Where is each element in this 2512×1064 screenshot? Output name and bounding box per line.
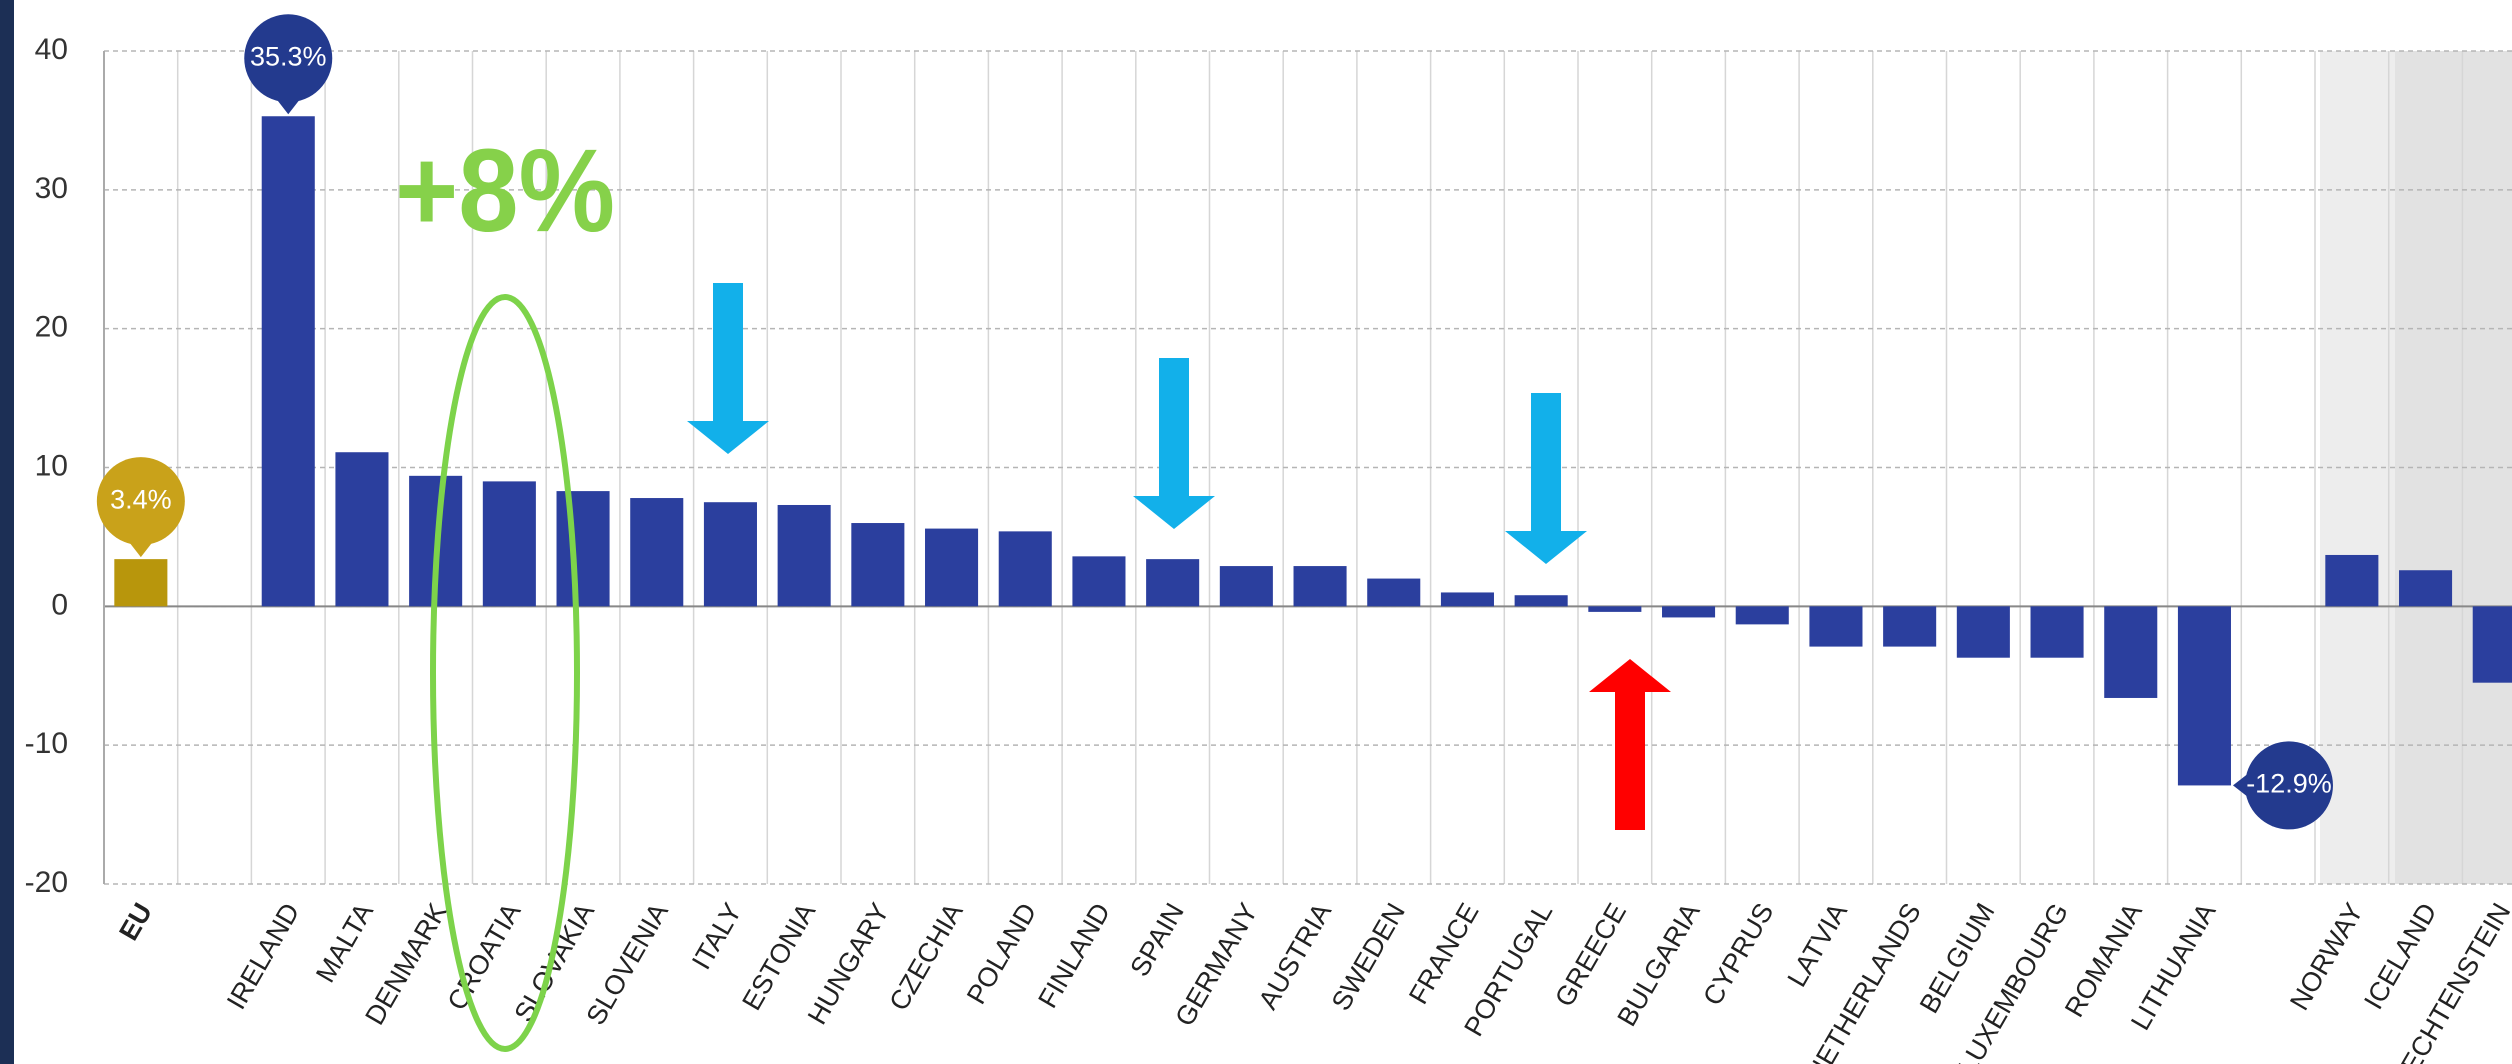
x-tick-label: LATVIA: [1782, 898, 1854, 992]
grid: [103, 50, 2512, 885]
bar: [630, 498, 684, 607]
x-tick-label: CROATIA: [442, 898, 527, 1015]
bar: [1956, 606, 2010, 658]
callout-bubble: [96, 457, 185, 546]
bar: [114, 559, 168, 607]
bar: [1440, 592, 1494, 607]
bar: [2325, 554, 2379, 607]
y-tick-label: 30: [35, 172, 68, 205]
x-tick-label: BELGIUM: [1914, 898, 2001, 1018]
highlight-ellipse: [430, 294, 580, 1052]
bar: [1072, 556, 1126, 607]
bar: [2104, 606, 2158, 698]
down-arrow: [687, 283, 769, 454]
bars: [114, 116, 2512, 786]
bar: [2030, 606, 2084, 658]
x-tick-label: SPAIN: [1124, 898, 1189, 981]
down-arrow: [1505, 393, 1587, 564]
bar: [1514, 595, 1568, 607]
x-tick-label: IRELAND: [221, 898, 305, 1014]
bar: [851, 523, 905, 607]
bar: [482, 481, 536, 607]
x-tick-label: MALTA: [310, 898, 379, 987]
x-tick-label: FRANCE: [1403, 898, 1484, 1009]
y-tick-label: 10: [35, 449, 68, 482]
bar: [703, 502, 757, 607]
bar: [1219, 566, 1273, 607]
x-tick-label: CYPRUS: [1697, 898, 1779, 1010]
y-tick-label: 20: [35, 311, 68, 344]
annotation: +8%: [395, 125, 615, 257]
bar: [1588, 606, 1642, 612]
value-label: -12.9%: [2246, 769, 2332, 799]
y-tick-label: -20: [25, 866, 68, 899]
value-label: 3.4%: [110, 484, 172, 514]
bar: [777, 504, 831, 607]
x-tick-label: NORWAY: [2284, 898, 2369, 1015]
bar: [1367, 578, 1421, 607]
callout-bubble: [244, 14, 333, 103]
x-tick-label: EU: [113, 898, 158, 945]
up-arrow: [1589, 659, 1671, 830]
bar: [998, 531, 1052, 607]
bar: [1735, 606, 1789, 625]
y-tick-label: 40: [35, 33, 68, 66]
bar: [925, 528, 979, 607]
bar: [2399, 570, 2453, 607]
bar: [1809, 606, 1863, 647]
bar: [2472, 606, 2512, 683]
bar: [1662, 606, 1716, 618]
x-tick-label: ICELAND: [2358, 898, 2442, 1014]
x-tick-label: FINLAND: [1032, 898, 1116, 1013]
x-tick-label: GREECE: [1549, 898, 1632, 1012]
y-tick-label: 0: [51, 588, 68, 621]
bar: [1293, 566, 1347, 607]
background-edge: [0, 0, 14, 1064]
overlay: +8%: [395, 125, 1671, 1052]
x-tick-label: AUSTRIA: [1253, 898, 1337, 1014]
x-tick-label: CZECHIA: [884, 898, 969, 1016]
value-label: 35.3%: [250, 41, 327, 71]
x-tick-label: SWEDEN: [1326, 898, 1411, 1016]
x-tick-label: ESTONIA: [736, 898, 821, 1015]
down-arrow: [1133, 358, 1215, 529]
bar: [556, 491, 610, 607]
bar: [261, 116, 315, 607]
arrows: [687, 283, 1587, 564]
bar: [335, 452, 389, 607]
bar: [1883, 606, 1937, 647]
bar: [2177, 606, 2231, 786]
x-tick-label: ITALY: [686, 898, 747, 975]
bar: [1146, 559, 1200, 607]
callout-bubble: [2244, 741, 2333, 830]
x-tick-label: POLAND: [961, 898, 1043, 1009]
y-tick-label: -10: [25, 727, 68, 760]
